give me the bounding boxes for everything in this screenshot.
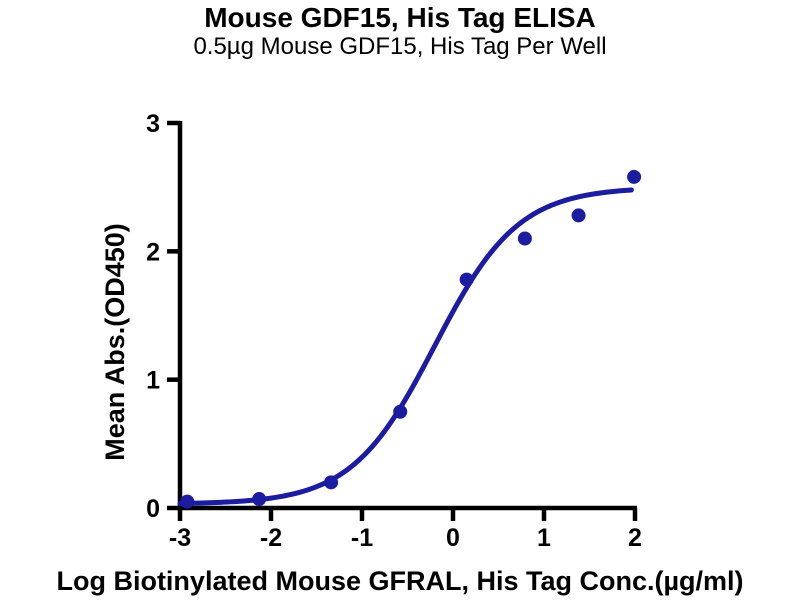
data-point: [324, 475, 339, 490]
data-point: [393, 404, 408, 419]
y-axis-tick-label: 3: [146, 110, 160, 138]
x-axis-tick-label: 2: [628, 524, 642, 552]
y-axis-tick-label: 1: [146, 367, 160, 395]
x-axis-tick-label: -1: [351, 524, 373, 552]
x-axis-title: Log Biotinylated Mouse GFRAL, His Tag Co…: [56, 566, 743, 596]
x-axis-tick-label: 1: [537, 524, 551, 552]
y-axis-tick-label: 0: [146, 495, 160, 523]
data-point: [180, 494, 195, 509]
x-axis-tick-label: -3: [169, 524, 191, 552]
data-point: [627, 169, 642, 184]
chart-title: Mouse GDF15, His Tag ELISA: [204, 2, 596, 33]
data-point: [459, 272, 474, 287]
x-axis-tick-label: 0: [446, 524, 460, 552]
chart-subtitle: 0.5µg Mouse GDF15, His Tag Per Well: [193, 33, 607, 60]
y-axis-tick-label: 2: [146, 238, 160, 266]
data-point: [517, 231, 532, 246]
y-axis-title: Mean Abs.(OD450): [100, 223, 130, 461]
data-point: [252, 492, 267, 507]
x-axis-tick-label: -2: [260, 524, 282, 552]
fit-curve: [177, 187, 634, 506]
data-point: [571, 208, 586, 223]
